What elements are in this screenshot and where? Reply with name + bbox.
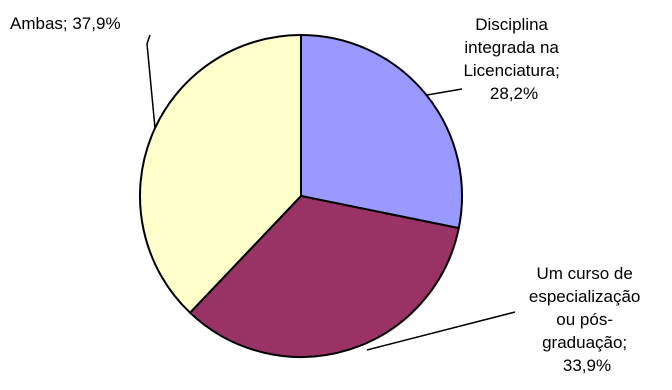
leader-lines [146,34,516,351]
leader-line-um-curso [366,311,516,351]
leader-line-disciplina [426,88,463,96]
pie-slice-um-curso [189,195,460,358]
pie-slice-ambas [139,34,302,314]
slice-label-ambas: Ambas; 37,9% [10,14,121,33]
leader-line-ambas [146,34,156,129]
pie-slice-disciplina [300,34,464,230]
slice-label-disciplina: Disciplina integrada na Licenciatura; 28… [463,15,564,103]
slice-label-um-curso: Um curso de especialização ou pós- gradu… [529,264,645,375]
pie-slices [139,34,464,358]
